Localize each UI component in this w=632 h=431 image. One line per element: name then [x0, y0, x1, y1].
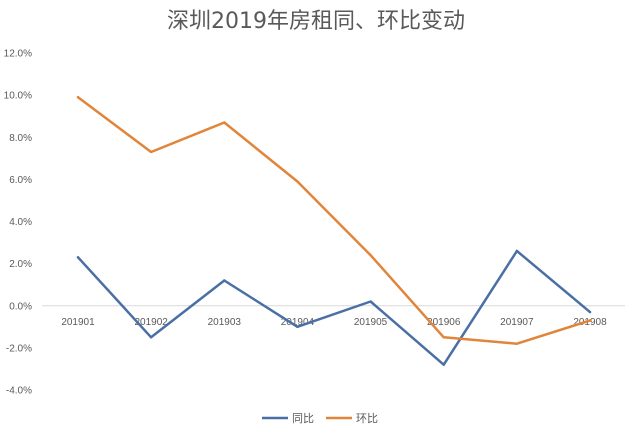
data-point	[296, 325, 299, 329]
y-tick-label: -2.0%	[6, 343, 32, 354]
data-point	[515, 342, 519, 345]
legend-label: 同比	[292, 412, 314, 425]
data-point	[442, 336, 445, 339]
legend-label: 环比	[356, 412, 378, 425]
data-point	[369, 300, 372, 303]
data-point	[442, 363, 445, 366]
data-point	[76, 96, 80, 99]
data-point	[588, 310, 592, 314]
y-tick-label: 12.0%	[4, 49, 32, 60]
x-tick-label: 201904	[281, 317, 315, 328]
y-tick-label: 10.0%	[4, 91, 32, 102]
y-tick-label: 2.0%	[9, 259, 32, 270]
series-lines	[76, 95, 592, 366]
x-tick-label: 201908	[573, 317, 607, 328]
data-point	[76, 256, 80, 259]
data-point	[296, 180, 299, 183]
data-point	[223, 279, 226, 282]
x-tick-label: 201903	[208, 317, 242, 328]
x-tick-label: 201902	[134, 317, 168, 328]
x-tick-label: 201905	[354, 317, 388, 328]
chart-title: 深圳2019年房租同、环比变动	[167, 9, 465, 34]
y-tick-label: 6.0%	[9, 175, 32, 186]
y-axis: 12.0% 10.0% 8.0% 6.0% 4.0% 2.0% 0.0% -2.0% -4.0%	[4, 49, 625, 397]
y-tick-label: -4.0%	[6, 386, 32, 397]
y-tick-label: 0.0%	[9, 301, 32, 312]
data-point	[588, 319, 592, 322]
x-tick-label: 201907	[500, 317, 534, 328]
data-point	[149, 336, 153, 339]
y-tick-label: 4.0%	[9, 217, 32, 228]
data-point	[149, 150, 153, 154]
x-axis: 201901 201902 201903 201904 201905 201906 2019…	[61, 317, 607, 328]
legend: 同比 环比	[262, 412, 378, 425]
y-tick-label: 8.0%	[9, 133, 32, 144]
series-line-mom	[76, 95, 592, 345]
data-point	[223, 121, 226, 124]
data-point	[515, 249, 519, 253]
x-tick-label: 201906	[427, 317, 461, 328]
series-line-yoy	[76, 249, 592, 366]
x-tick-label: 201901	[61, 317, 95, 328]
data-point	[369, 254, 372, 257]
